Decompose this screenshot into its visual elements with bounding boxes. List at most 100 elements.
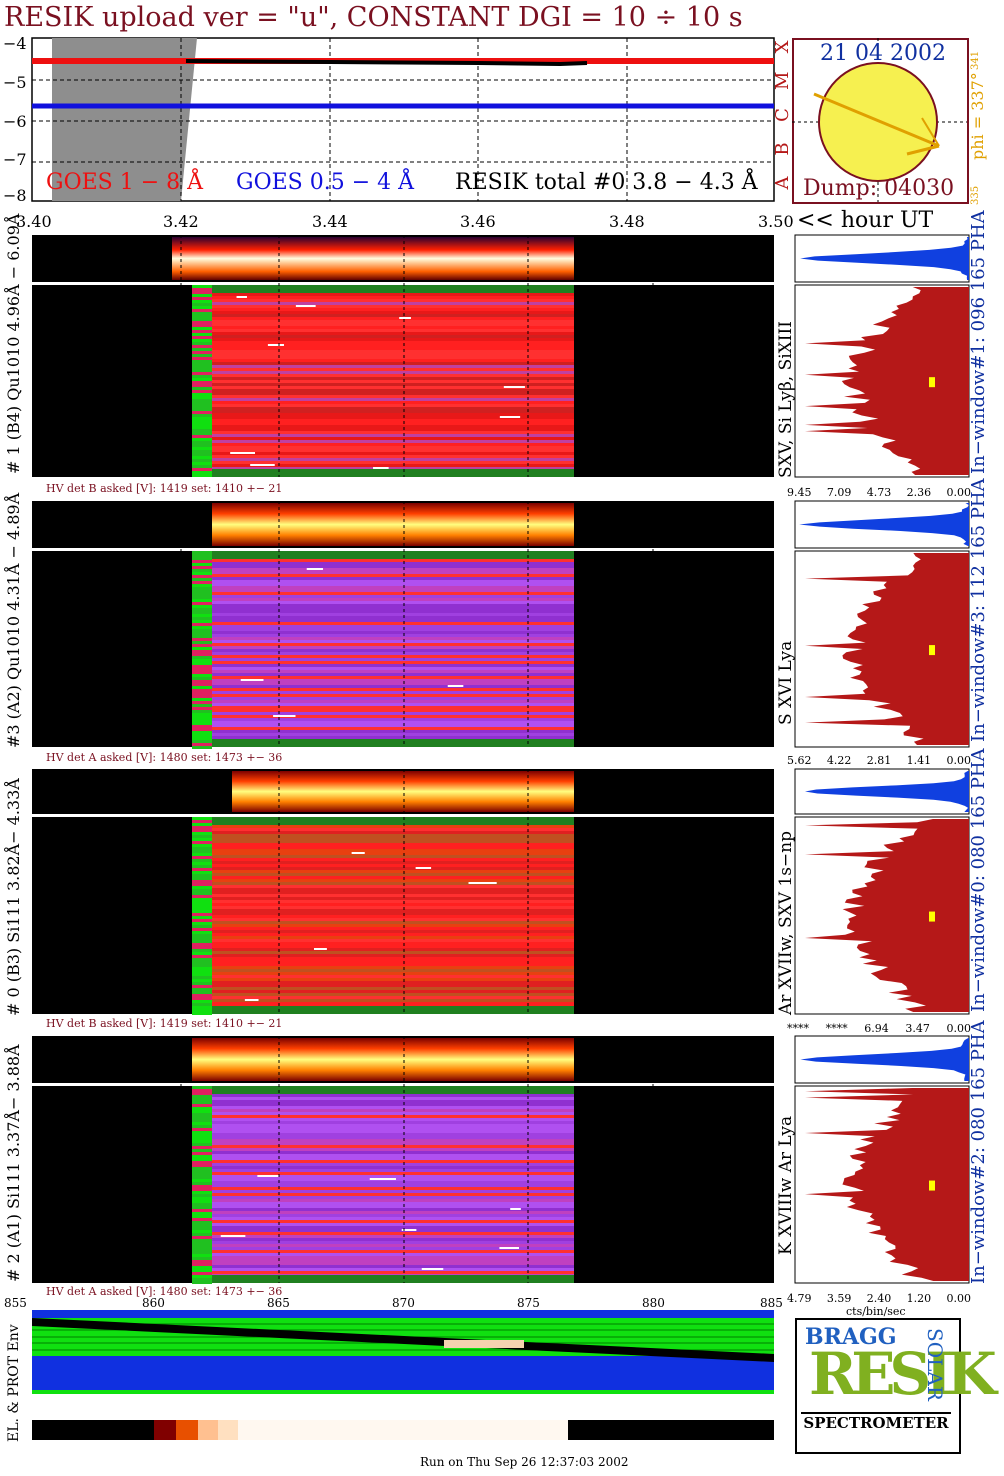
panel-row [212,1235,574,1238]
det3-hv: HV det A asked [V]: 1480 set: 1473 +− 36 [46,751,283,764]
panel-strip-row [192,1161,212,1164]
panel-hotspot [468,882,497,884]
panel-row [212,458,574,461]
panel-row [212,1166,574,1169]
panel-row [212,825,574,828]
panel-row [212,371,574,374]
panel-strip-row [192,892,212,895]
panel-row [212,999,574,1002]
panel-strip-row [192,838,212,841]
panel-strip-row [192,671,212,674]
panel-strip-row [192,1266,212,1269]
panel-edge-bottom [212,1006,574,1014]
panel-row [212,401,574,404]
panel-row [212,963,574,966]
panel-row [212,1151,574,1154]
panel-edge-top [212,817,574,825]
panel-row [212,1268,574,1271]
panel-row [212,951,574,954]
panel-strip-row [192,1134,212,1137]
panel-strip-row [192,979,212,982]
panel-row [212,670,574,673]
panel-row [212,846,574,849]
panel-strip-row [192,581,212,584]
panel-strip-row [192,1263,212,1266]
pha-marker [929,911,935,922]
panel-strip-row [192,557,212,560]
panel-row [212,317,574,320]
panel-strip-row [192,315,212,318]
panel-strip-row [192,357,212,360]
det0-left-label: # 0 (B3) Si111 3.82Å− 4.33Å [4,778,23,1016]
panel-strip-row [192,1260,212,1263]
panel-strip-row [192,327,212,330]
panel-strip-row [192,402,212,405]
panel-row [212,1190,574,1193]
panel-hotspot [240,679,264,681]
panel-hotspot [250,464,275,466]
panel-strip-row [192,1155,212,1158]
panel-row [212,691,574,694]
panel-hotspot [273,715,296,717]
panel-row [212,1157,574,1160]
env-panel [32,1310,774,1440]
panel-row [212,712,574,715]
panel-row [212,855,574,858]
pha-big-hist [805,1088,969,1281]
phi-arrow [813,92,940,148]
panel-row [212,565,574,568]
frame-axis: 855 860 865 870 875 880 885 [4,1296,784,1310]
panel-row [212,1124,574,1127]
panel-row [212,921,574,924]
panel-strip-row [192,1278,212,1281]
panel-strip-row [192,686,212,689]
panel-strip-row [192,459,212,462]
panel-row [212,1160,574,1163]
panel-row [212,957,574,960]
panel-row [212,1244,574,1247]
panel-strip-row [192,934,212,937]
panel-strip-row [192,1101,212,1104]
panel-hotspot [510,1208,521,1210]
panel-row [212,1196,574,1199]
panel-row [212,912,574,915]
panel-row [212,320,574,323]
panel-strip-row [192,306,212,309]
panel-row [212,604,574,607]
panel-row [212,299,574,302]
panel-row [212,398,574,401]
panel-strip-row [192,1179,212,1182]
det0-window: In−window#0: 080 165 PHA [968,748,989,1012]
panel-strip-row [192,722,212,725]
panel-strip-row [192,411,212,414]
panel-strip-row [192,611,212,614]
panel-strip-row [192,1197,212,1200]
panel-strip-row [192,1137,212,1140]
panel-hotspot [220,1235,246,1237]
panel-row [212,434,574,437]
det1-left-label: # 1 (B4) Qu1010 4.96Å − 6.09Å [4,213,23,474]
panel-strip-row [192,919,212,922]
panel-strip-row [192,707,212,710]
panel-top-band [232,771,574,812]
pha-marker [929,1180,935,1191]
panel-strip-row [192,1113,212,1116]
panel-row [212,831,574,834]
det1-pha-ticks: 9.45 7.09 4.73 2.36 0.00 [787,486,971,499]
panel-strip-row [192,1110,212,1113]
panel-row [212,353,574,356]
panel-strip-row [192,1227,212,1230]
pha-top-hist [800,237,969,280]
panel-strip-row [192,916,212,919]
panel-strip-row [192,823,212,826]
pha-marker [929,645,935,656]
time-tick-2: 3.42 [163,212,199,231]
panel-row [212,1199,574,1202]
panel-strip-row [192,743,212,746]
panel-strip-row [192,333,212,336]
panel-row [212,1103,574,1106]
panel-strip-row [192,886,212,889]
panel-strip-row [192,318,212,321]
panel-strip-row [192,363,212,366]
panel-row [212,416,574,419]
